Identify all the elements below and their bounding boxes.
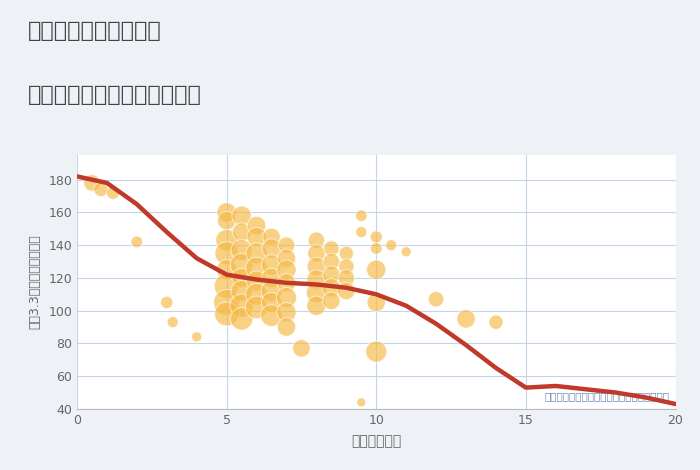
Point — [311, 289, 322, 297]
Point — [266, 233, 277, 241]
Point — [221, 209, 232, 216]
Text: 駅距離別中古マンション価格: 駅距離別中古マンション価格 — [28, 85, 202, 105]
Point — [281, 294, 292, 301]
Point — [400, 248, 412, 256]
Point — [311, 250, 322, 257]
Point — [107, 189, 118, 196]
Point — [251, 222, 262, 229]
Point — [236, 228, 247, 236]
Point — [236, 315, 247, 322]
Point — [326, 258, 337, 265]
Point — [251, 290, 262, 298]
Point — [356, 212, 367, 219]
Point — [131, 238, 143, 246]
Point — [461, 315, 472, 322]
Point — [236, 261, 247, 268]
Y-axis label: 坪（3.3㎡）単価（万円）: 坪（3.3㎡）単価（万円） — [28, 235, 41, 329]
Point — [371, 245, 382, 252]
Point — [356, 399, 367, 406]
Point — [371, 299, 382, 306]
X-axis label: 駅距離（分）: 駅距離（分） — [351, 434, 401, 448]
Point — [326, 297, 337, 305]
Point — [251, 264, 262, 272]
Point — [281, 323, 292, 331]
Point — [251, 304, 262, 311]
Point — [341, 287, 352, 295]
Point — [311, 263, 322, 270]
Point — [490, 318, 501, 326]
Point — [356, 228, 367, 236]
Point — [236, 287, 247, 295]
Text: 円の大きさは、取引のあった物件面積を示す: 円の大きさは、取引のあった物件面積を示す — [545, 392, 669, 401]
Point — [167, 318, 178, 326]
Point — [221, 310, 232, 318]
Point — [371, 348, 382, 355]
Point — [281, 254, 292, 262]
Point — [430, 296, 442, 303]
Point — [95, 186, 106, 193]
Point — [311, 236, 322, 244]
Point — [386, 242, 397, 249]
Point — [266, 312, 277, 319]
Point — [236, 302, 247, 310]
Point — [296, 345, 307, 352]
Point — [251, 250, 262, 257]
Point — [266, 274, 277, 282]
Point — [266, 261, 277, 268]
Point — [326, 271, 337, 278]
Point — [236, 212, 247, 219]
Point — [371, 233, 382, 241]
Point — [221, 217, 232, 224]
Point — [251, 233, 262, 241]
Point — [311, 276, 322, 283]
Point — [281, 308, 292, 316]
Point — [281, 266, 292, 274]
Point — [281, 242, 292, 249]
Point — [221, 282, 232, 290]
Point — [221, 236, 232, 244]
Point — [266, 245, 277, 252]
Point — [161, 299, 172, 306]
Point — [266, 287, 277, 295]
Point — [281, 279, 292, 287]
Point — [326, 245, 337, 252]
Point — [371, 266, 382, 274]
Text: 兵庫県尼崎市上坂部の: 兵庫県尼崎市上坂部の — [28, 21, 162, 41]
Point — [221, 250, 232, 257]
Point — [341, 250, 352, 257]
Point — [221, 266, 232, 274]
Point — [191, 333, 202, 341]
Point — [251, 277, 262, 285]
Point — [341, 274, 352, 282]
Point — [341, 263, 352, 270]
Point — [236, 246, 247, 254]
Point — [311, 302, 322, 310]
Point — [266, 299, 277, 306]
Point — [86, 179, 97, 187]
Point — [221, 299, 232, 306]
Point — [236, 274, 247, 282]
Point — [326, 284, 337, 291]
